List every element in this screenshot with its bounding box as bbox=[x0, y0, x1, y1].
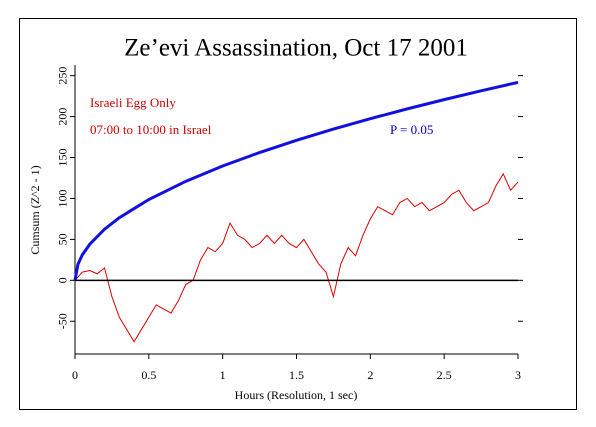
x-axis-label: Hours (Resolution, 1 sec) bbox=[235, 388, 358, 402]
y-tick-label: 0 bbox=[56, 277, 70, 283]
y-tick-label: -50 bbox=[56, 313, 70, 329]
x-tick-label: 2 bbox=[367, 368, 373, 382]
y-tick-label: 250 bbox=[56, 67, 70, 85]
y-tick-label: 150 bbox=[56, 149, 70, 167]
x-tick-label: 3 bbox=[515, 368, 521, 382]
annotation: Israeli Egg Only bbox=[90, 95, 176, 110]
y-tick-label: 100 bbox=[56, 189, 70, 207]
data-line bbox=[74, 172, 519, 343]
y-axis-label: Cumsum (Z^2 - 1) bbox=[28, 165, 42, 254]
y-tick-label: 50 bbox=[56, 233, 70, 245]
x-tick-label: 1 bbox=[220, 368, 226, 382]
x-tick-label: 0 bbox=[72, 368, 78, 382]
x-tick-label: 2.5 bbox=[437, 368, 452, 382]
frame bbox=[19, 18, 577, 410]
x-tick-label: 1.5 bbox=[289, 368, 304, 382]
data-line bbox=[73, 80, 519, 281]
y-tick-label: 200 bbox=[56, 108, 70, 126]
chart-title: Ze’evi Assassination, Oct 17 2001 bbox=[124, 35, 468, 62]
x-tick-label: 0.5 bbox=[141, 368, 156, 382]
annotation: P = 0.05 bbox=[390, 122, 433, 137]
annotation: 07:00 to 10:00 in Israel bbox=[90, 122, 212, 137]
